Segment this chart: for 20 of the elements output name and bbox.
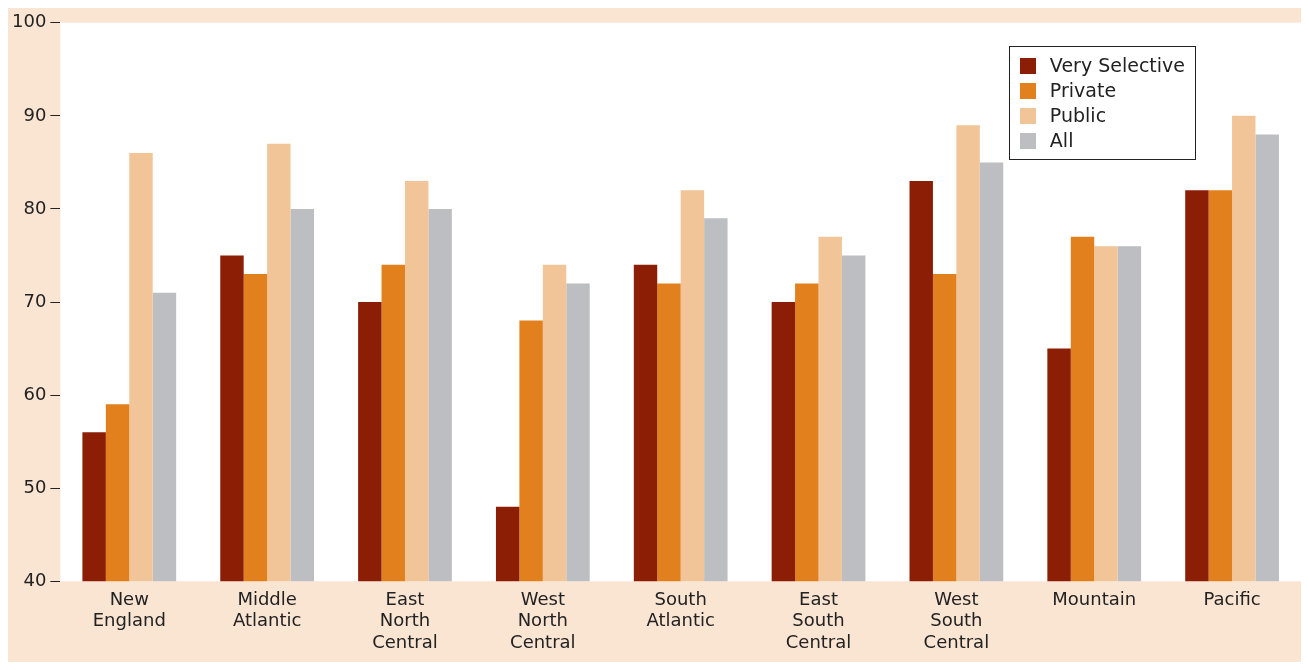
x-tick-label: East South Central — [785, 587, 852, 652]
legend-label: Public — [1049, 103, 1107, 128]
x-tick-label: West South Central — [923, 587, 990, 652]
y-tick-label: 70 — [23, 289, 47, 311]
x-tick-label: East North Central — [372, 587, 438, 652]
y-tick-label: 100 — [12, 10, 47, 32]
x-tick-label: New England — [92, 587, 166, 631]
legend-label: Very Selective — [1049, 53, 1185, 78]
x-tick-label: Mountain — [1052, 587, 1137, 609]
x-tick-label: Middle Atlantic — [232, 587, 302, 631]
legend-label: Private — [1049, 78, 1117, 103]
y-tick-label: 80 — [23, 196, 47, 218]
legend-label: All — [1049, 128, 1074, 153]
y-tick-label: 50 — [23, 475, 47, 497]
x-tick-label: South Atlantic — [646, 587, 715, 631]
y-tick-label: 40 — [23, 568, 47, 590]
x-tick-label: Pacific — [1203, 587, 1261, 609]
x-tick-label: West North Central — [510, 587, 576, 652]
y-tick-label: 90 — [23, 103, 47, 125]
y-tick-label: 60 — [23, 382, 47, 404]
